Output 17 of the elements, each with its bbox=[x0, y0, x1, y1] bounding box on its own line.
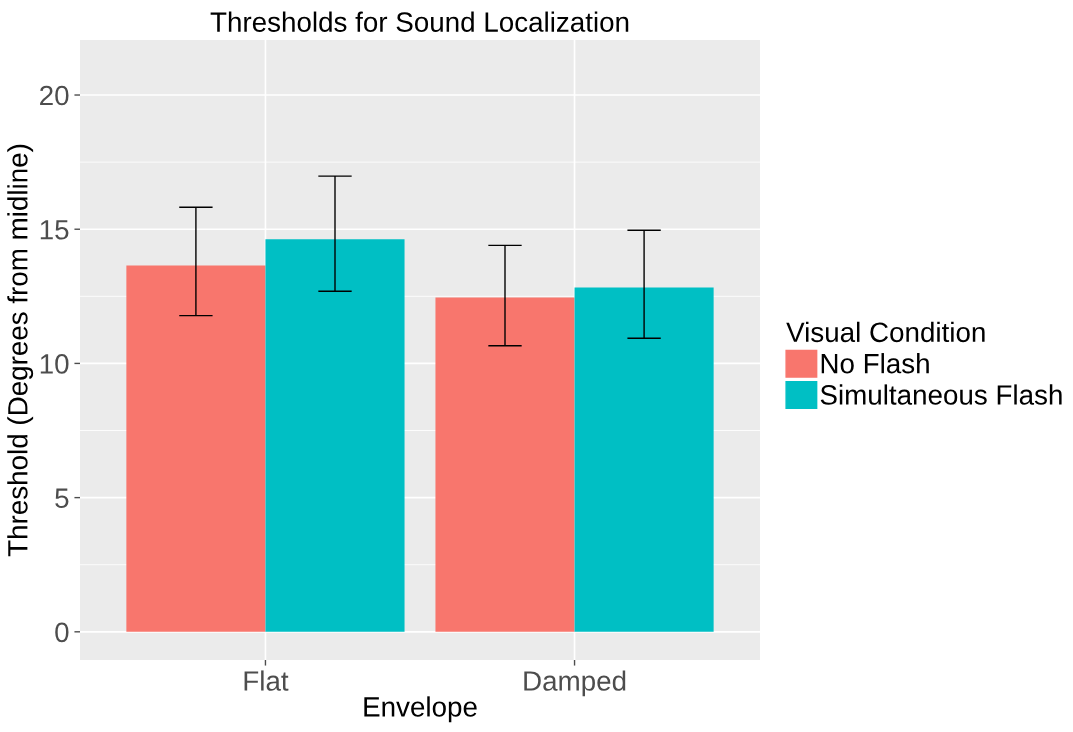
y-tick-label: 20 bbox=[40, 85, 69, 106]
x-axis-title: Envelope bbox=[364, 696, 477, 723]
x-tick-label: Flat bbox=[244, 670, 289, 691]
bar bbox=[435, 297, 575, 632]
y-tick-label: 15 bbox=[40, 220, 69, 240]
chart-title: Thresholds for Sound Localization bbox=[210, 11, 629, 32]
legend-label: No Flash bbox=[821, 353, 929, 374]
bar bbox=[126, 265, 266, 632]
y-tick-label: 5 bbox=[55, 488, 69, 508]
x-tick-label: Damped bbox=[524, 670, 626, 697]
bar bbox=[574, 287, 714, 632]
bar bbox=[265, 239, 405, 632]
y-axis-title: Threshold (Degrees from midline) bbox=[7, 144, 34, 557]
legend-title: Visual Condition bbox=[786, 321, 985, 343]
legend-label: Simultaneous Flash bbox=[820, 384, 1062, 405]
y-tick-label: 10 bbox=[40, 354, 69, 374]
y-tick-label: 0 bbox=[55, 622, 69, 643]
